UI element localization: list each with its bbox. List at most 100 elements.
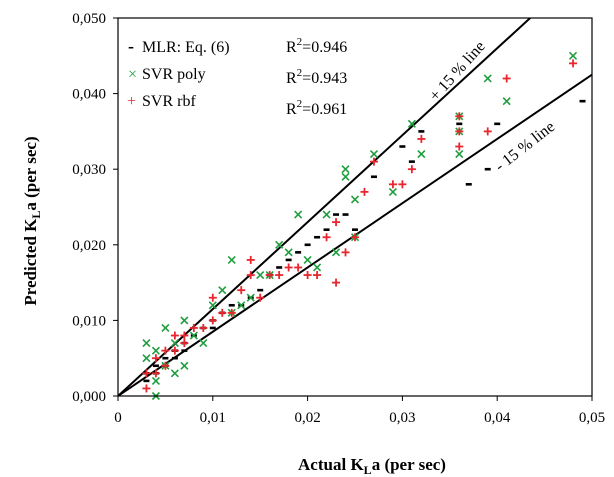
data-point [151, 376, 160, 385]
x-axis-title: Actual KLa (per sec) [298, 455, 446, 477]
data-point [189, 331, 198, 340]
data-point [208, 301, 217, 310]
plus-15-line-label: + 15 % line [426, 38, 488, 105]
legend-symbol-mlr: - [128, 36, 134, 56]
y-axis-title: Predicted KLa (per sec) [21, 136, 43, 305]
data-point [294, 210, 303, 219]
data-point [455, 150, 464, 159]
data-point [569, 59, 578, 68]
data-point [331, 248, 341, 257]
data-point [322, 210, 331, 219]
data-point [256, 270, 265, 280]
legend-label-svr-poly: SVR poly [142, 66, 206, 83]
data-point [208, 293, 217, 302]
data-point [218, 308, 227, 317]
data-point [284, 263, 293, 272]
data-point [313, 271, 322, 280]
data-point [199, 323, 208, 332]
data-point [350, 195, 360, 204]
data-point [151, 369, 160, 378]
data-point [246, 293, 255, 302]
y-tick-label: 0,040 [72, 87, 106, 103]
data-point [455, 112, 464, 121]
data-point [151, 354, 160, 363]
data-point [502, 74, 511, 83]
legend-label-mlr: MLR: Eq. (6) [142, 39, 230, 56]
data-point [369, 150, 379, 159]
data-point [303, 271, 312, 280]
legend-symbol-svr-rbf: + [127, 93, 136, 110]
data-point [180, 316, 189, 325]
data-point [246, 255, 255, 264]
x-tick-label: 0,05 [579, 410, 605, 426]
data-point [265, 271, 274, 280]
x-tick-label: 0,04 [484, 410, 511, 426]
data-point [142, 354, 151, 363]
r2-svr-rbf: R2=0.961 [286, 98, 347, 118]
y-tick-label: 0,030 [72, 162, 106, 178]
legend: - MLR: Eq. (6) × SVR poly + SVR rbf R2=0… [127, 36, 347, 118]
data-point [407, 119, 416, 128]
data-point [417, 150, 426, 159]
data-point [502, 97, 511, 106]
x-tick-label: 0,02 [294, 410, 320, 426]
data-point [161, 346, 170, 355]
data-point [341, 172, 350, 181]
data-point [161, 361, 170, 370]
x-tick-label: 0,03 [389, 410, 415, 426]
r2-svr-poly: R2=0.943 [286, 67, 347, 87]
y-tick-label: 0,000 [72, 389, 106, 405]
data-point [388, 187, 397, 196]
data-point [161, 323, 170, 333]
data-point [142, 384, 151, 393]
data-point [199, 339, 208, 348]
data-point [237, 301, 246, 310]
legend-label-svr-rbf: SVR rbf [142, 93, 196, 110]
data-point [483, 127, 492, 136]
data-point [303, 255, 312, 264]
data-point [322, 233, 331, 242]
data-point [398, 180, 407, 189]
data-point [151, 346, 160, 355]
data-point [294, 263, 303, 272]
data-point [407, 165, 416, 174]
y-tick-label: 0,010 [72, 313, 106, 329]
data-points [142, 51, 586, 401]
data-point [218, 286, 227, 295]
y-tick-label: 0,020 [72, 238, 106, 254]
data-point [332, 218, 341, 227]
data-point [483, 74, 492, 83]
data-point [455, 127, 464, 136]
data-point [170, 369, 179, 378]
data-point [180, 361, 189, 370]
data-point [246, 271, 255, 280]
ticks: 0 0,01 0,02 0,03 0,04 0,05 0,000 0,010 0,020 0,03… [72, 11, 605, 426]
data-point [142, 339, 151, 348]
data-point [180, 339, 189, 348]
data-point [275, 240, 284, 249]
data-point [227, 308, 236, 317]
r2-mlr: R2=0.946 [286, 36, 347, 56]
legend-symbol-svr-poly: × [128, 66, 137, 83]
data-point [341, 248, 350, 257]
data-point [227, 255, 236, 264]
x-tick-label: 0 [114, 410, 122, 426]
data-point [360, 187, 369, 196]
data-point [284, 248, 293, 257]
data-point [180, 331, 189, 340]
data-point [341, 165, 350, 174]
data-point [170, 331, 179, 340]
data-point [332, 278, 341, 287]
axes [117, 17, 593, 397]
data-point [189, 323, 198, 332]
reference-line-plus-15 [118, 18, 531, 396]
data-point [568, 51, 578, 60]
series-svr-rbf [142, 59, 578, 393]
x-tick-label: 0,01 [200, 410, 226, 426]
data-point [256, 293, 265, 302]
data-point [417, 134, 426, 143]
data-point [388, 180, 397, 189]
data-point [208, 316, 217, 325]
data-point [237, 286, 246, 295]
